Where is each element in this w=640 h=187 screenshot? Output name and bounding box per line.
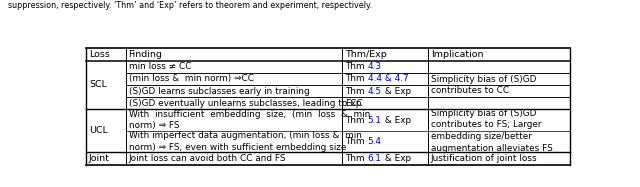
Text: UCL: UCL — [89, 126, 108, 135]
Text: Thm: Thm — [345, 62, 367, 71]
Text: With imperfect data augmentation, (min loss &  min
norm) ⇒ FS, even with suffici: With imperfect data augmentation, (min l… — [129, 131, 362, 151]
Text: & Exp: & Exp — [381, 87, 411, 96]
Text: 4.4 & 4.7: 4.4 & 4.7 — [367, 74, 408, 83]
Text: Finding: Finding — [129, 50, 163, 59]
Text: SCL: SCL — [89, 80, 107, 90]
Text: Thm: Thm — [345, 137, 367, 146]
Text: 4.3: 4.3 — [367, 62, 381, 71]
Text: & Exp: & Exp — [381, 116, 411, 125]
Text: Thm: Thm — [345, 154, 367, 163]
Text: 4.5: 4.5 — [367, 87, 381, 96]
Text: Simplicity bias of (S)GD
contributes to FS; Larger
embedding size/better
augment: Simplicity bias of (S)GD contributes to … — [431, 109, 552, 153]
Text: With  insufficient  embedding  size,  (min  loss  &  min
norm) ⇒ FS: With insufficient embedding size, (min l… — [129, 110, 370, 130]
Text: 6.1: 6.1 — [367, 154, 381, 163]
Text: min loss ≠ CC: min loss ≠ CC — [129, 62, 191, 71]
Text: (S)GD learns subclasses early in training: (S)GD learns subclasses early in trainin… — [129, 87, 309, 96]
Text: 5.4: 5.4 — [367, 137, 381, 146]
Text: Joint loss can avoid both CC and FS: Joint loss can avoid both CC and FS — [129, 154, 286, 163]
Text: Loss: Loss — [89, 50, 110, 59]
Text: Thm: Thm — [345, 74, 367, 83]
Text: Exp: Exp — [345, 99, 362, 108]
Text: Justification of joint loss: Justification of joint loss — [431, 154, 538, 163]
Text: suppression, respectively. ‘Thm’ and ‘Exp’ refers to theorem and experiment, res: suppression, respectively. ‘Thm’ and ‘Ex… — [8, 1, 372, 10]
Text: (min loss &  min norm) ⇒CC: (min loss & min norm) ⇒CC — [129, 74, 253, 83]
Text: Simplicity bias of (S)GD
contributes to CC: Simplicity bias of (S)GD contributes to … — [431, 75, 536, 95]
Text: Thm: Thm — [345, 116, 367, 125]
Text: Joint: Joint — [89, 154, 110, 163]
Text: Thm: Thm — [345, 87, 367, 96]
Text: 5.1: 5.1 — [367, 116, 381, 125]
Text: Implication: Implication — [431, 50, 483, 59]
Text: Thm/Exp: Thm/Exp — [345, 50, 387, 59]
Text: & Exp: & Exp — [381, 154, 411, 163]
Text: (S)GD eventually unlearns subclasses, leading to CC: (S)GD eventually unlearns subclasses, le… — [129, 99, 362, 108]
